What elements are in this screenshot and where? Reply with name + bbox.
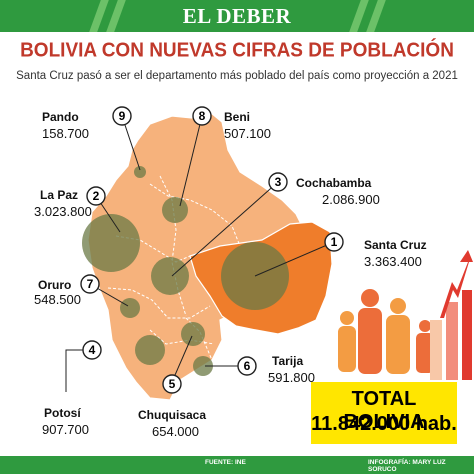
- boundary-line: [107, 287, 211, 319]
- boundary-line: [149, 329, 215, 345]
- dept-name-santa-cruz: Santa Cruz: [364, 238, 427, 252]
- badge-cochabamba: [268, 172, 288, 192]
- brand-logo: EL DEBER: [182, 4, 292, 28]
- page-subtitle: Santa Cruz pasó a ser el departamento má…: [16, 70, 458, 82]
- badge-tarija: [237, 356, 257, 376]
- badge-number-cochabamba: 3: [275, 175, 282, 189]
- badge-number-santa-cruz: 1: [331, 235, 338, 249]
- dept-name-chuquisaca: Chuquisaca: [138, 408, 207, 422]
- leader-line-beni: [179, 115, 203, 207]
- total-box: TOTAL BOLIVIA 11.842.000 hab.: [311, 382, 457, 444]
- dept-name-beni: Beni: [224, 110, 251, 124]
- badge-number-pando: 9: [119, 109, 126, 123]
- dept-pop-tarija: 591.800: [268, 370, 315, 385]
- page-title: BOLIVIA CON NUEVAS CIFRAS DE POBLACIÓN: [20, 39, 454, 62]
- boundary-line: [159, 175, 187, 317]
- badge-number-tarija: 6: [244, 359, 251, 373]
- bubble-beni: [162, 197, 188, 223]
- bubble-pando: [134, 166, 146, 178]
- total-value: 11.842.000 hab.: [311, 413, 457, 435]
- dept-name-cochabamba: Cochabamba: [296, 176, 372, 190]
- total-label: TOTAL BOLIVIA: [343, 388, 425, 433]
- badge-pando: [112, 106, 132, 126]
- dept-pop-pando: 158.700: [42, 126, 89, 141]
- population-bubbles: [82, 166, 289, 376]
- badge-number-chuquisaca: 5: [169, 377, 176, 391]
- dept-pop-potosi: 907.700: [42, 422, 89, 437]
- bubble-chuquisaca: [181, 322, 205, 346]
- bubble-la-paz: [82, 214, 140, 272]
- footer-bar: [0, 456, 474, 474]
- leader-line-cochabamba: [171, 181, 279, 277]
- family-illustration: [338, 289, 434, 374]
- badge-number-potosi: 4: [89, 343, 96, 357]
- dept-name-la-paz: La Paz: [40, 188, 79, 202]
- badge-potosi: [82, 340, 102, 360]
- leader-line-santa-cruz: [254, 241, 335, 277]
- footer-source: FUENTE: INE: [205, 459, 246, 466]
- dept-pop-cochabamba: 2.086.900: [322, 192, 380, 207]
- dept-name-potosi: Potosí: [44, 406, 81, 420]
- dept-name-tarija: Tarija: [272, 354, 304, 368]
- badge-number-beni: 8: [199, 109, 206, 123]
- dept-pop-beni: 507.100: [224, 126, 271, 141]
- leader-line-chuquisaca: [171, 335, 193, 383]
- bubble-tarija: [193, 356, 213, 376]
- growth-arrow: [440, 250, 473, 318]
- dept-name-pando: Pando: [42, 110, 79, 124]
- dept-name-oruro: Oruro: [38, 278, 72, 292]
- bubble-potosi: [135, 335, 165, 365]
- dept-pop-santa-cruz: 3.363.400: [364, 254, 422, 269]
- header-bar: [0, 0, 474, 32]
- badge-la-paz: [86, 186, 106, 206]
- bubble-cochabamba: [151, 257, 189, 295]
- badge-beni: [192, 106, 212, 126]
- badge-number-oruro: 7: [87, 277, 94, 291]
- badge-number-la-paz: 2: [93, 189, 100, 203]
- badge-santa-cruz: [324, 232, 344, 252]
- footer-credit: INFOGRAFÍA: MARY LUZ SORUCO: [368, 459, 446, 473]
- boundary-line: [149, 183, 241, 247]
- dept-pop-la-paz: 3.023.800: [34, 204, 92, 219]
- growth-bars: [430, 250, 473, 380]
- bubble-oruro: [120, 298, 140, 318]
- badge-oruro: [80, 274, 100, 294]
- dept-pop-oruro: 548.500: [34, 292, 81, 307]
- badge-chuquisaca: [162, 374, 182, 394]
- dept-pop-chuquisaca: 654.000: [152, 424, 199, 439]
